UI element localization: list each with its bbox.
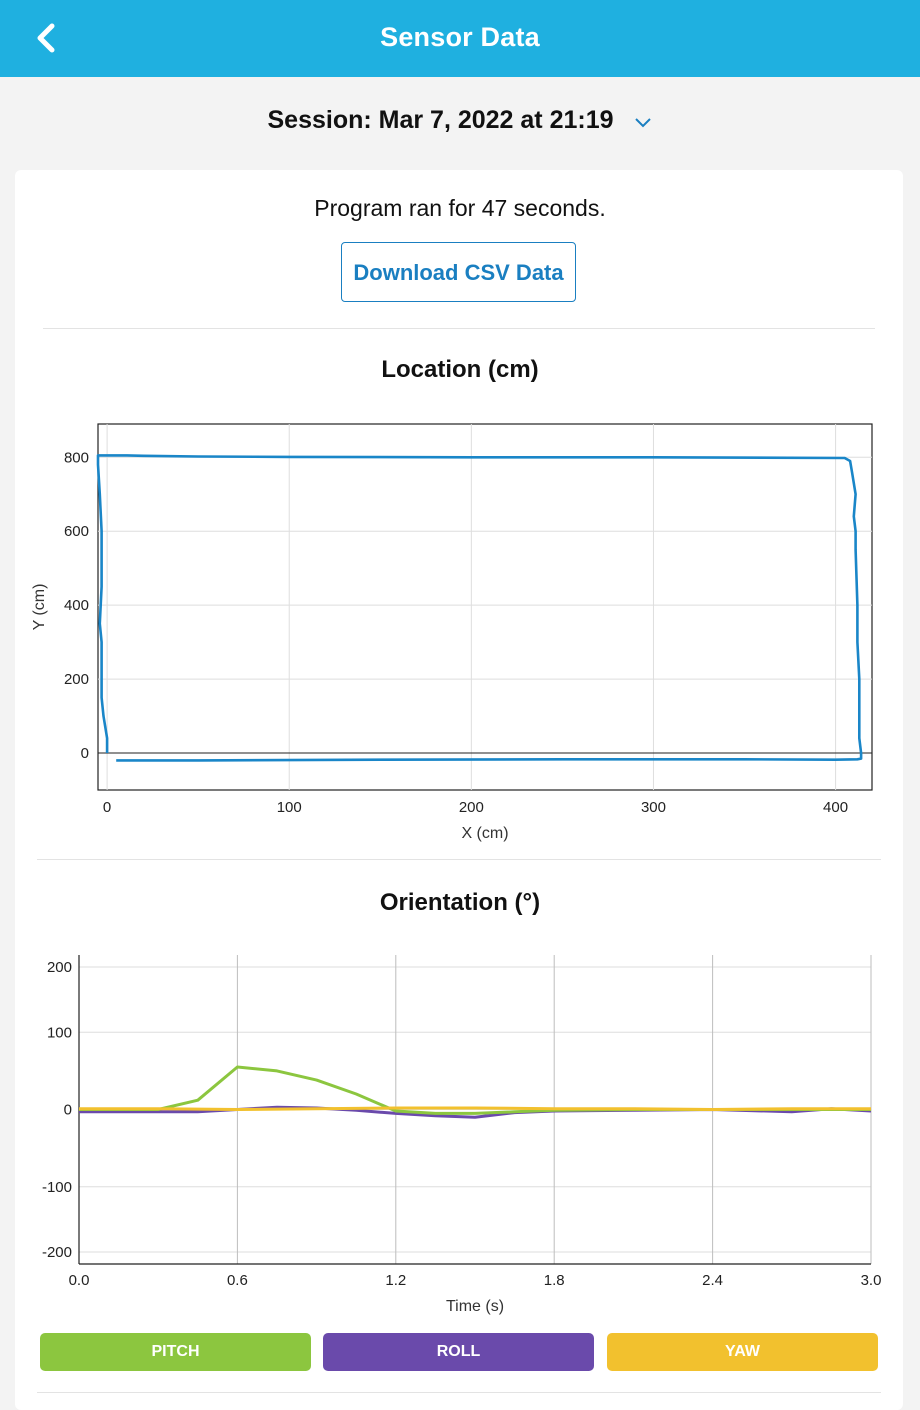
x-tick-label: 0.6 xyxy=(227,1272,248,1289)
back-button[interactable] xyxy=(28,18,68,58)
y-tick-label: 200 xyxy=(47,959,72,976)
app-header: Sensor Data xyxy=(0,0,920,77)
y-tick-label: -200 xyxy=(42,1244,72,1261)
x-tick-label: 0 xyxy=(103,799,111,816)
y-tick-label: 400 xyxy=(64,597,89,614)
page-title: Sensor Data xyxy=(380,22,540,52)
location-chart-title: Location (cm) xyxy=(381,356,539,383)
y-tick-label: 0 xyxy=(81,745,89,762)
legend-roll-button[interactable]: ROLL xyxy=(323,1333,594,1371)
x-axis-label: Time (s) xyxy=(446,1298,504,1315)
x-tick-label: 3.0 xyxy=(861,1272,882,1289)
divider xyxy=(37,1392,881,1393)
y-tick-label: -100 xyxy=(42,1179,72,1196)
y-axis-label: Y (cm) xyxy=(31,584,48,631)
x-tick-label: 300 xyxy=(641,799,666,816)
x-tick-label: 1.8 xyxy=(544,1272,565,1289)
runtime-text: Program ran for 47 seconds. xyxy=(314,195,606,221)
x-tick-label: 2.4 xyxy=(702,1272,723,1289)
y-tick-label: 200 xyxy=(64,671,89,688)
divider xyxy=(43,328,875,329)
download-csv-button[interactable]: Download CSV Data xyxy=(341,242,576,302)
x-tick-label: 400 xyxy=(823,799,848,816)
session-selector[interactable]: Session: Mar 7, 2022 at 21:19 xyxy=(0,106,920,136)
legend-pitch-button[interactable]: PITCH xyxy=(40,1333,311,1371)
plot-area xyxy=(79,947,871,1264)
yaw-series-line xyxy=(79,1106,871,1111)
plot-area xyxy=(97,423,873,791)
path-line xyxy=(96,454,863,762)
divider xyxy=(37,859,881,860)
chevron-down-icon xyxy=(634,107,652,136)
y-tick-label: 0 xyxy=(64,1102,72,1119)
x-tick-label: 1.2 xyxy=(385,1272,406,1289)
x-axis-label: X (cm) xyxy=(461,825,508,842)
orientation-chart: 200 100 0 -100 -200 0.0 0.6 1.2 1.8 2.4 3.0 Time (s… xyxy=(42,947,882,1315)
y-tick-label: 800 xyxy=(64,449,89,466)
y-tick-label: 100 xyxy=(47,1024,72,1041)
x-tick-label: 100 xyxy=(277,799,302,816)
legend-yaw-button[interactable]: YAW xyxy=(607,1333,878,1371)
chevron-left-icon xyxy=(37,23,55,53)
orientation-chart-title: Orientation (°) xyxy=(379,889,541,916)
x-tick-label: 0.0 xyxy=(69,1272,90,1289)
session-label: Session: Mar 7, 2022 at 21:19 xyxy=(267,106,614,134)
location-chart: 0 100 200 300 400 0 200 400 600 800 X (cm) Y (cm) xyxy=(31,423,873,842)
y-tick-label: 600 xyxy=(64,523,89,540)
x-tick-label: 200 xyxy=(459,799,484,816)
